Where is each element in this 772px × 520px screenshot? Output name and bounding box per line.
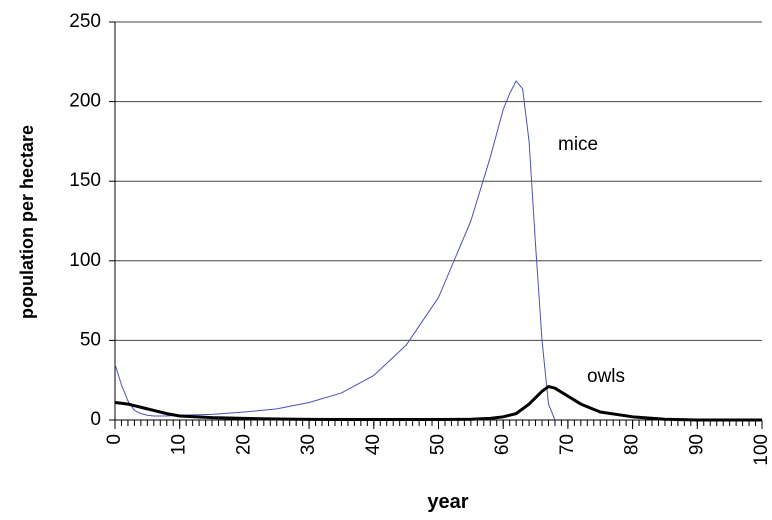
series-label: owls (587, 366, 625, 387)
y-tick-label: 50 (80, 329, 101, 350)
x-tick-label: 40 (363, 434, 384, 455)
x-tick-label: 50 (428, 434, 449, 455)
y-tick-label: 150 (69, 170, 101, 191)
x-tick-label: 10 (169, 434, 190, 455)
x-tick-label: 30 (298, 434, 319, 455)
y-tick-label: 250 (69, 11, 101, 32)
x-tick-label: 60 (492, 434, 513, 455)
y-axis-label: population per hectare (17, 125, 37, 319)
x-tick-label: 0 (104, 434, 125, 445)
y-tick-label: 100 (69, 250, 101, 271)
x-tick-label: 90 (686, 434, 707, 455)
y-tick-label: 0 (90, 409, 101, 430)
x-tick-label: 70 (557, 434, 578, 455)
x-tick-label: 100 (751, 434, 772, 466)
series-line (114, 385, 762, 422)
y-tick-label: 200 (69, 91, 101, 112)
series-label: mice (558, 134, 598, 155)
x-tick-label: 80 (622, 434, 643, 455)
x-tick-label: 20 (233, 434, 254, 455)
series-line (114, 80, 556, 421)
x-axis-label: year (427, 491, 468, 513)
